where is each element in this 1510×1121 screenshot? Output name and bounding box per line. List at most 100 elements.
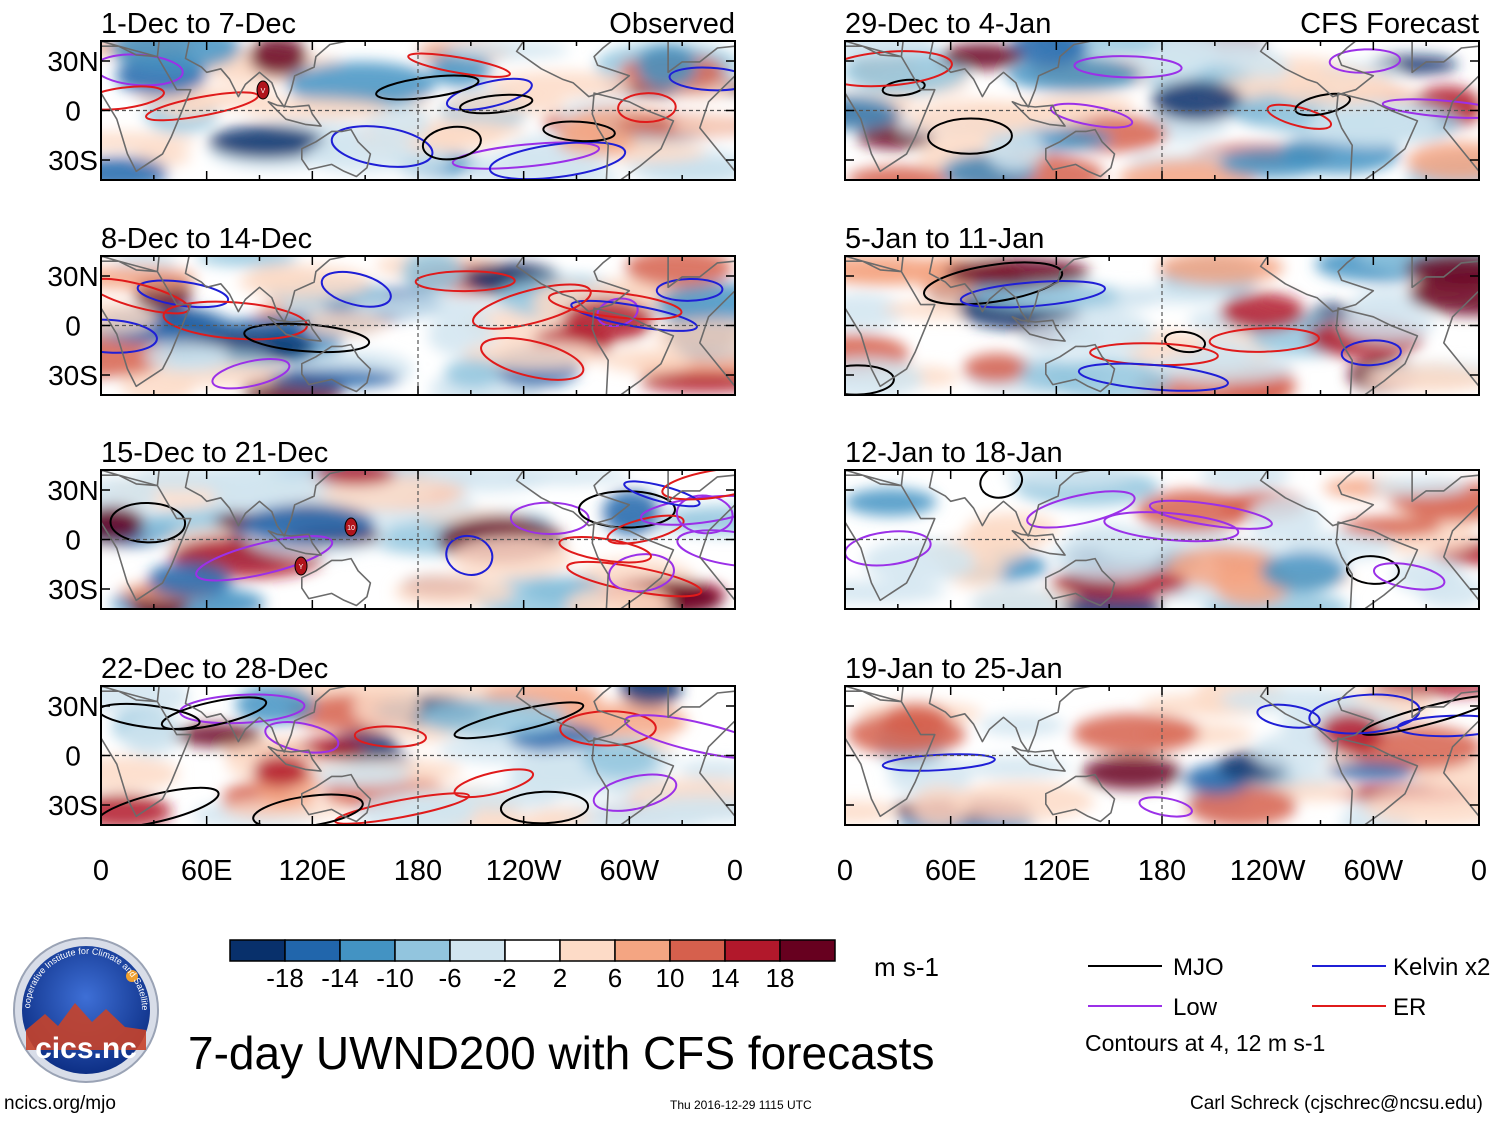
- figure-title: 7-day UWND200 with CFS forecasts: [188, 1027, 935, 1079]
- colorbar-cell: [724, 939, 781, 962]
- panel-title: 29-Dec to 4-Jan: [845, 8, 1051, 40]
- lat-label: 0: [65, 96, 81, 127]
- coastlines: [101, 256, 735, 395]
- panel-title: 22-Dec to 28-Dec: [101, 653, 328, 685]
- colorbar-cell: [339, 939, 396, 962]
- colorbar-cell: [559, 939, 616, 962]
- panel-5: 5-Jan to 11-Jan: [844, 223, 1480, 396]
- storm-marker: 10: [344, 517, 358, 537]
- panel-title: 15-Dec to 21-Dec: [101, 437, 328, 469]
- lon-label: 120E: [278, 855, 346, 887]
- lat-label: 30S: [48, 145, 98, 176]
- colorbar-cell: [229, 939, 286, 962]
- wave-contours: [109, 470, 735, 598]
- colorbar: -18 -14 -10 -6 -2 2 6 10 14 18: [229, 939, 836, 993]
- svg-text:Y: Y: [299, 564, 304, 571]
- colorbar-label: -14: [321, 963, 359, 993]
- column-header: Observed: [609, 8, 735, 40]
- svg-text:10: 10: [347, 525, 355, 532]
- lat-label: 30S: [48, 790, 98, 821]
- timestamp: Thu 2016-12-29 1115 UTC: [670, 1098, 812, 1112]
- colorbar-label: 6: [608, 963, 622, 993]
- lon-label: 180: [394, 855, 442, 887]
- lon-label: 120W: [1230, 855, 1306, 887]
- lat-label: 30S: [48, 574, 98, 605]
- svg-text:V: V: [261, 88, 266, 95]
- lon-label: 60W: [600, 855, 660, 887]
- colorbar-label: 10: [656, 963, 685, 993]
- lon-label: 0: [1471, 855, 1487, 887]
- panel-title: 5-Jan to 11-Jan: [845, 223, 1044, 255]
- colorbar-cell: [449, 939, 506, 962]
- panel-7: 19-Jan to 25-Jan: [844, 653, 1480, 826]
- lat-label: 30N: [47, 475, 98, 506]
- coastlines: [845, 41, 1479, 180]
- coastlines: [101, 686, 735, 825]
- lon-label: 120W: [486, 855, 562, 887]
- legend-label-kelvin: Kelvin x2: [1393, 954, 1490, 981]
- panel-4: 29-Dec to 4-Jan CFS Forecast: [844, 8, 1480, 181]
- panel-0: 30N 0 30S 1-Dec to 7-Dec Observed: [47, 8, 736, 181]
- colorbar-cell: [614, 939, 671, 962]
- lon-label: 180: [1138, 855, 1186, 887]
- lat-label: 30S: [48, 360, 98, 391]
- anomaly-field: [845, 41, 1479, 180]
- anomaly-field: [101, 686, 735, 825]
- lon-label: 0: [93, 855, 109, 887]
- colorbar-cell: [669, 939, 726, 962]
- contour-note: Contours at 4, 12 m s-1: [1085, 1030, 1326, 1056]
- lat-label: 0: [65, 311, 81, 342]
- lon-label: 120E: [1022, 855, 1090, 887]
- panel-title: 1-Dec to 7-Dec: [101, 8, 296, 40]
- coastlines: [845, 686, 1479, 825]
- source-url[interactable]: ncics.org/mjo: [4, 1093, 116, 1114]
- legend: MJO Kelvin x2 Low ER: [1088, 954, 1490, 1021]
- lon-label: 60W: [1344, 855, 1404, 887]
- colorbar-label: -2: [493, 963, 516, 993]
- coastlines: [845, 470, 1479, 609]
- anomaly-field: [101, 470, 735, 609]
- colorbar-cell: [504, 939, 561, 962]
- coastlines: [101, 41, 735, 180]
- storm-marker: Y: [294, 556, 308, 576]
- coastlines: [845, 256, 1479, 395]
- author-credit: Carl Schreck (cjschrec@ncsu.edu): [1190, 1093, 1483, 1114]
- lat-label: 30N: [47, 691, 98, 722]
- lat-label: 30N: [47, 46, 98, 77]
- panel-grid: 30N 0 30S 1-Dec to 7-Dec Observed 30N 0 30S 8-De…: [47, 8, 1480, 826]
- legend-label-er: ER: [1393, 994, 1426, 1021]
- colorbar-label: -6: [438, 963, 461, 993]
- colorbar-cell: [394, 939, 451, 962]
- wave-contours: [101, 52, 735, 180]
- colorbar-label: -10: [376, 963, 414, 993]
- colorbar-label: 18: [766, 963, 795, 993]
- legend-label-mjo: MJO: [1173, 954, 1224, 981]
- colorbar-cell: [284, 939, 341, 962]
- lat-label: 0: [65, 741, 81, 772]
- panel-title: 12-Jan to 18-Jan: [845, 437, 1063, 469]
- panel-6: 12-Jan to 18-Jan: [844, 437, 1480, 610]
- lat-label: 30N: [47, 261, 98, 292]
- logo-text: cics.nc: [35, 1032, 137, 1065]
- lat-label: 0: [65, 525, 81, 556]
- panel-title: 19-Jan to 25-Jan: [845, 653, 1063, 685]
- legend-label-low: Low: [1173, 994, 1218, 1021]
- storm-marker: V: [256, 80, 270, 100]
- colorbar-label: 2: [553, 963, 567, 993]
- coastlines: [101, 470, 735, 609]
- lon-label: 60E: [181, 855, 233, 887]
- colorbar-label: -18: [266, 963, 304, 993]
- column-header: CFS Forecast: [1300, 8, 1479, 40]
- lon-label: 0: [837, 855, 853, 887]
- lon-label: 60E: [925, 855, 977, 887]
- panel-title: 8-Dec to 14-Dec: [101, 223, 312, 255]
- x-axes: 0 60E 120E 180 120W 60W 0 0 60E 120E 180 120W 60W 0: [93, 855, 1487, 887]
- wave-contours: [101, 693, 735, 825]
- colorbar-units: m s-1: [874, 952, 939, 982]
- lon-label: 0: [727, 855, 743, 887]
- colorbar-label: 14: [711, 963, 740, 993]
- panel-3: 30N 0 30S 22-Dec to 28-Dec: [47, 653, 736, 826]
- panel-2: 30N 0 30S 15-Dec to 21-Dec: [47, 437, 736, 610]
- colorbar-cell: [779, 939, 836, 962]
